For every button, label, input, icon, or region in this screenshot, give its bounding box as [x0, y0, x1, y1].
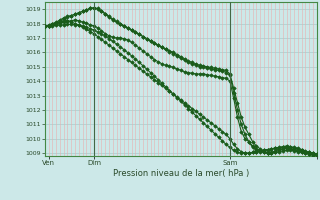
X-axis label: Pression niveau de la mer( hPa ): Pression niveau de la mer( hPa ) [113, 169, 249, 178]
